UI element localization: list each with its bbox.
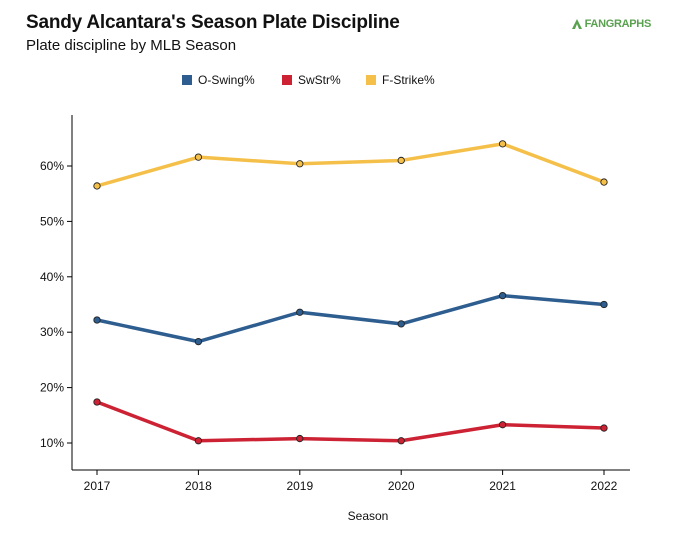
data-point: [194, 437, 203, 445]
data-point: [194, 337, 203, 346]
x-tick-label: 2017: [84, 479, 111, 493]
chart-axes: 10% 20% 30% 40% 50% 60% 2017 2018 2019 2020 2021 20…: [40, 115, 630, 493]
legend-item: F-Strike%: [366, 73, 435, 87]
legend-swatch: [182, 75, 192, 85]
series-points: [93, 140, 608, 445]
data-point: [93, 182, 101, 190]
x-tick-label: 2020: [388, 479, 415, 493]
y-tick-label: 30%: [40, 325, 64, 339]
x-tick-label: 2022: [591, 479, 618, 493]
y-tick-label: 20%: [40, 381, 64, 395]
legend-swatch: [366, 75, 376, 85]
data-point: [194, 153, 203, 161]
legend-label: F-Strike%: [382, 73, 435, 87]
legend: O-Swing% SwStr% F-Strike%: [182, 73, 435, 87]
y-tick-label: 10%: [40, 436, 64, 450]
data-point: [93, 316, 101, 324]
data-point: [498, 421, 507, 429]
legend-label: SwStr%: [298, 73, 341, 87]
data-point: [296, 308, 304, 316]
logo-text: FANGRAPHS: [584, 18, 652, 30]
data-point: [498, 291, 507, 300]
legend-swatch: [282, 75, 292, 85]
legend-item: SwStr%: [282, 73, 341, 87]
y-tick-label: 50%: [40, 214, 64, 228]
data-point: [498, 140, 507, 148]
x-tick-label: 2019: [286, 479, 313, 493]
data-point: [296, 160, 304, 168]
data-point: [600, 300, 608, 309]
data-point: [600, 178, 608, 186]
x-tick-label: 2021: [489, 479, 516, 493]
data-point: [600, 424, 608, 432]
legend-label: O-Swing%: [198, 73, 255, 87]
x-tick-label: 2018: [185, 479, 212, 493]
data-point: [397, 320, 405, 328]
chart-title: Sandy Alcantara's Season Plate Disciplin…: [26, 12, 400, 33]
legend-item: O-Swing%: [182, 73, 255, 87]
fangraphs-logo: FANGRAPHS: [571, 18, 651, 30]
data-point: [296, 434, 304, 443]
series-line: [95, 142, 606, 188]
data-point: [397, 156, 405, 165]
series-lines: [95, 142, 606, 443]
fangraphs-leaf-icon: [571, 19, 582, 29]
y-tick-label: 60%: [40, 159, 64, 173]
data-point: [397, 437, 405, 445]
x-axis-label: Season: [348, 509, 389, 523]
data-point: [93, 398, 101, 406]
y-tick-label: 40%: [40, 270, 64, 284]
series-line: [95, 400, 606, 443]
series-line: [95, 293, 606, 344]
chart-subtitle: Plate discipline by MLB Season: [26, 37, 237, 54]
